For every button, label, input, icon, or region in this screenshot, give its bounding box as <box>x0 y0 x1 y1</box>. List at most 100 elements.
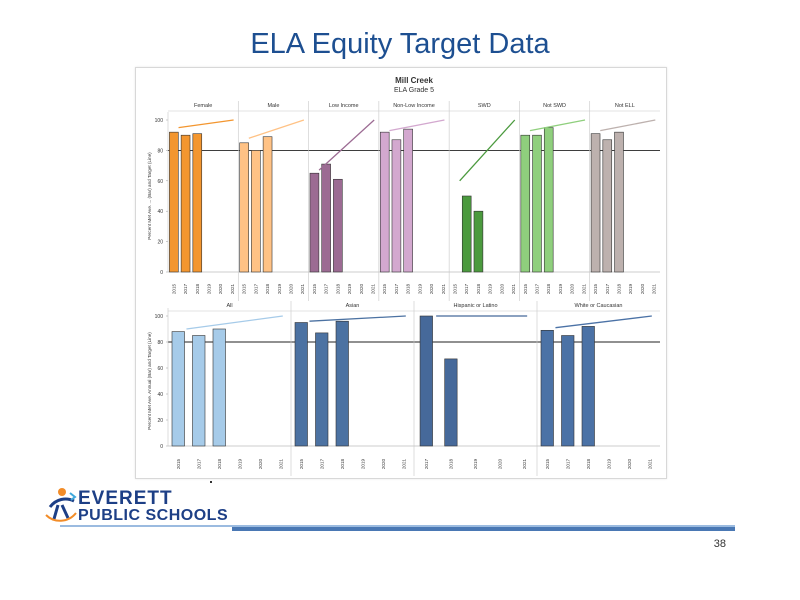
x-tick-label: 2021 <box>511 283 516 294</box>
x-tick-label: 2017 <box>324 283 329 294</box>
bar <box>321 163 331 273</box>
x-tick-label: 2021 <box>230 283 235 294</box>
x-tick-label: 2018 <box>195 283 200 294</box>
x-tick-label: 2015 <box>242 283 247 294</box>
x-tick-label: 2015 <box>523 283 528 294</box>
bar <box>262 136 273 273</box>
bar <box>333 178 343 273</box>
y-tick-label: 0 <box>160 444 163 450</box>
x-tick-label: 2017 <box>196 458 201 469</box>
bar <box>461 195 472 273</box>
x-tick-label: 2015 <box>453 283 458 294</box>
x-tick-label: 2021 <box>652 283 657 294</box>
panel-label: Female <box>194 103 212 109</box>
chart-subtitle: ELA Grade 5 <box>394 87 434 94</box>
logo-text-line2: PUBLIC SCHOOLS <box>78 507 229 524</box>
x-tick-label: 2019 <box>473 458 478 469</box>
x-tick-label: 2021 <box>647 458 652 469</box>
bar <box>614 131 624 273</box>
x-tick-label: 2021 <box>371 283 376 294</box>
x-tick-label: 2018 <box>340 458 345 469</box>
x-tick-label: 2017 <box>319 458 324 469</box>
x-tick-label: 2017 <box>464 283 469 294</box>
target-line <box>529 119 586 132</box>
x-tick-label: 2018 <box>265 283 270 294</box>
x-tick-label: 2017 <box>183 283 188 294</box>
bar <box>543 127 554 273</box>
y-tick-label: 20 <box>157 418 163 424</box>
bar <box>335 320 349 447</box>
x-tick-label: 2019 <box>360 458 365 469</box>
bar <box>419 315 433 447</box>
bar <box>192 133 203 273</box>
panel-label: Hispanic or Latino <box>453 303 497 309</box>
x-tick-label: 2018 <box>546 283 551 294</box>
target-line <box>248 119 305 139</box>
x-tick-label: 2020 <box>640 283 645 294</box>
panel-label: Non-Low Income <box>393 103 435 109</box>
bar <box>581 326 595 447</box>
x-tick-label: 2020 <box>627 458 632 469</box>
x-tick-label: 2020 <box>429 283 434 294</box>
x-tick-label: 2020 <box>289 283 294 294</box>
x-tick-label: 2017 <box>535 283 540 294</box>
y-axis-label: Percent Met Ave. Annual (Bar) and Target… <box>147 332 152 430</box>
bar <box>171 331 185 447</box>
y-tick-label: 40 <box>157 209 163 215</box>
footer-rule-light <box>60 525 735 527</box>
bar <box>520 134 531 273</box>
x-tick-label: 2018 <box>476 283 481 294</box>
x-tick-label: 2015 <box>299 458 304 469</box>
logo-text-line1: EVERETT <box>78 488 173 509</box>
target-line <box>318 119 375 171</box>
bar <box>379 131 390 273</box>
logo-icon <box>45 488 77 522</box>
y-axis-label: Percent Met Ave. ... (Bar) and Target (L… <box>147 152 152 240</box>
x-tick-label: 2020 <box>498 458 503 469</box>
x-tick-label: 2021 <box>300 283 305 294</box>
x-tick-label: 2018 <box>406 283 411 294</box>
x-tick-label: 2019 <box>237 458 242 469</box>
x-tick-label: 2019 <box>347 283 352 294</box>
y-tick-label: 60 <box>157 179 163 185</box>
x-tick-label: 2019 <box>558 283 563 294</box>
x-tick-label: 2019 <box>207 283 212 294</box>
chart-title: Mill Creek <box>395 76 433 85</box>
x-tick-label: 2019 <box>277 283 282 294</box>
x-tick-label: 2017 <box>565 458 570 469</box>
panel-label: Male <box>267 103 279 109</box>
y-tick-label: 40 <box>157 392 163 398</box>
target-line <box>186 315 283 330</box>
x-tick-label: 2015 <box>382 283 387 294</box>
x-tick-label: 2018 <box>335 283 340 294</box>
bar <box>239 142 249 273</box>
target-line <box>389 119 445 132</box>
bar <box>561 335 575 447</box>
y-tick-label: 80 <box>157 148 163 154</box>
x-tick-label: 2021 <box>581 283 586 294</box>
x-tick-label: 2015 <box>545 458 550 469</box>
target-line <box>600 119 656 132</box>
panel-label: Not SWD <box>543 103 566 109</box>
x-tick-label: 2017 <box>394 283 399 294</box>
x-tick-label: 2018 <box>617 283 622 294</box>
x-tick-label: 2021 <box>522 458 527 469</box>
bar <box>315 332 329 447</box>
panel-label: Asian <box>346 303 360 309</box>
x-tick-label: 2019 <box>488 283 493 294</box>
x-tick-label: 2018 <box>448 458 453 469</box>
x-tick-label: 2021 <box>278 458 283 469</box>
bar <box>169 131 179 273</box>
footer-rule-dark <box>232 527 735 531</box>
bar <box>540 329 554 447</box>
bar <box>602 139 613 273</box>
x-tick-label: 2015 <box>593 283 598 294</box>
x-tick-label: 2021 <box>401 458 406 469</box>
bar <box>391 139 402 273</box>
bar <box>192 335 206 447</box>
x-tick-label: 2020 <box>258 458 263 469</box>
y-tick-label: 20 <box>157 240 163 246</box>
panel-label: All <box>226 303 232 309</box>
x-tick-label: 2019 <box>628 283 633 294</box>
